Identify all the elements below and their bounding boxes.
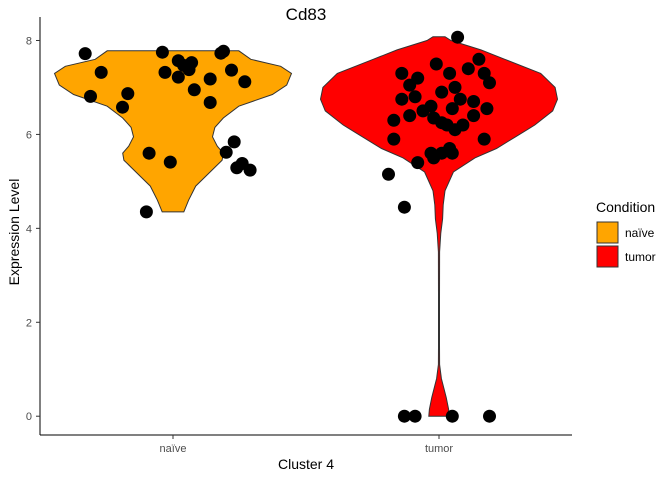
data-point-tumor-40 — [445, 409, 459, 423]
data-point-naive-0 — [155, 45, 169, 59]
y-tick-label: 8 — [26, 35, 32, 47]
data-point-naive-15 — [84, 89, 97, 103]
data-point-naive-11 — [78, 47, 92, 61]
data-point-naive-22 — [163, 155, 177, 169]
data-point-naive-7 — [177, 58, 191, 72]
y-tick-label: 4 — [26, 223, 32, 235]
legend-label-naive: naïve — [625, 226, 655, 240]
legend-label-tumor: tumor — [625, 250, 656, 264]
data-point-naive-16 — [121, 87, 135, 101]
data-point-tumor-23 — [387, 113, 401, 127]
data-point-tumor-19 — [480, 102, 494, 116]
violin-tumor — [319, 36, 559, 417]
data-point-tumor-15 — [467, 95, 481, 108]
data-point-tumor-17 — [445, 102, 459, 116]
data-point-tumor-13 — [395, 92, 409, 106]
data-point-naive-21 — [142, 146, 156, 160]
data-point-tumor-8 — [483, 76, 496, 90]
y-axis-title: Expression Level — [6, 179, 22, 286]
data-point-naive-17 — [203, 96, 217, 109]
data-point-tumor-10 — [448, 80, 462, 94]
data-point-tumor-9 — [403, 78, 417, 92]
legend-title: Condition — [596, 199, 655, 215]
plot-area — [53, 30, 559, 423]
data-point-naive-12 — [94, 65, 108, 79]
data-point-tumor-18 — [416, 104, 430, 118]
y-tick-label: 0 — [26, 411, 32, 423]
data-point-tumor-6 — [395, 66, 409, 80]
data-point-naive-20 — [219, 145, 233, 159]
data-point-naive-8 — [225, 63, 238, 77]
violin-naive — [53, 50, 293, 213]
data-point-naive-26 — [139, 205, 153, 219]
legend: Condition naïve tumor — [596, 199, 656, 268]
data-point-tumor-41 — [483, 409, 496, 423]
data-point-tumor-39 — [408, 409, 422, 423]
data-point-tumor-34 — [427, 151, 441, 165]
data-point-tumor-3 — [461, 62, 475, 76]
data-point-naive-9 — [203, 72, 217, 86]
x-tick-label: tumor — [425, 443, 453, 455]
chart-title: Cd83 — [286, 5, 327, 24]
data-point-tumor-11 — [435, 85, 449, 99]
data-point-tumor-21 — [467, 109, 481, 123]
legend-swatch-tumor — [596, 245, 619, 268]
x-axis-title: Cluster 4 — [278, 456, 334, 472]
data-point-naive-18 — [116, 100, 129, 114]
data-point-naive-25 — [243, 163, 257, 177]
data-point-naive-13 — [171, 70, 185, 84]
data-point-tumor-35 — [411, 156, 425, 170]
data-point-tumor-37 — [397, 200, 411, 214]
data-point-tumor-2 — [429, 57, 443, 71]
data-point-tumor-27 — [448, 123, 462, 137]
data-point-tumor-29 — [387, 132, 401, 146]
data-point-tumor-28 — [477, 132, 491, 146]
data-point-tumor-14 — [453, 92, 467, 106]
data-point-tumor-12 — [408, 90, 422, 104]
data-point-naive-14 — [187, 83, 201, 97]
data-point-tumor-33 — [445, 146, 459, 160]
x-tick-label: naïve — [160, 443, 187, 455]
data-point-naive-24 — [230, 161, 244, 175]
data-point-naive-19 — [227, 135, 241, 149]
y-tick-label: 2 — [26, 317, 32, 329]
data-point-naive-10 — [238, 75, 252, 89]
data-point-naive-5 — [158, 65, 172, 79]
y-axis-ticks: 0 2 4 6 8 — [26, 35, 40, 423]
legend-swatch-naive — [596, 221, 619, 244]
data-point-tumor-20 — [403, 109, 417, 123]
data-point-tumor-4 — [443, 66, 457, 80]
data-point-tumor-0 — [451, 30, 465, 44]
x-axis-ticks: naïve tumor — [160, 435, 453, 455]
data-point-tumor-38 — [397, 409, 411, 423]
y-tick-label: 6 — [26, 129, 32, 141]
data-point-tumor-36 — [382, 167, 395, 181]
data-point-tumor-1 — [472, 52, 486, 66]
data-point-naive-2 — [214, 46, 228, 60]
